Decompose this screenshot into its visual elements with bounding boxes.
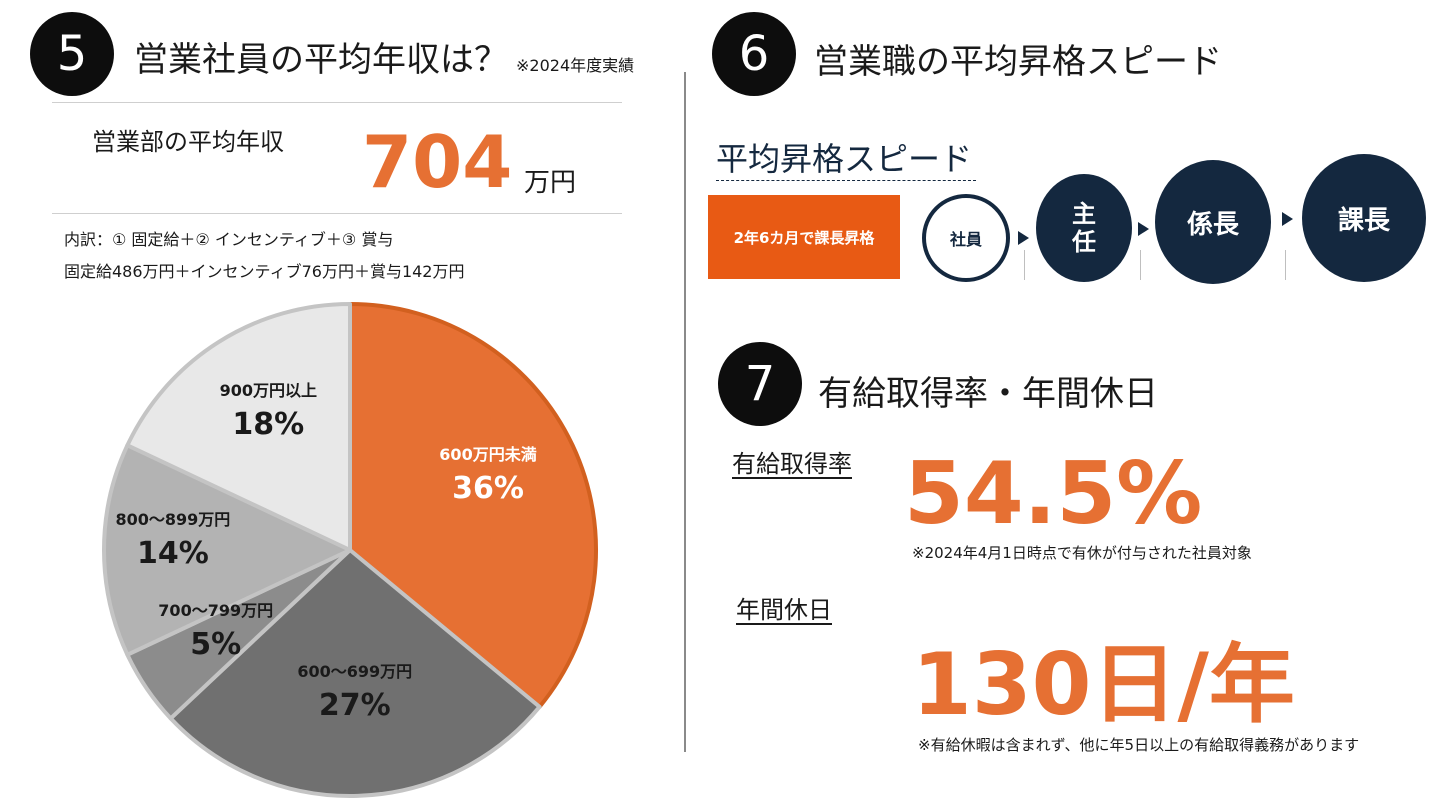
pie-slice-2 [168, 548, 542, 798]
arrow-1-icon [1018, 231, 1029, 245]
avg-salary-label: 営業部の平均年収 [92, 128, 284, 156]
pie-value-label: 18% [232, 407, 305, 443]
divider-bottom [52, 213, 622, 214]
section-7-number-badge: 7 [718, 342, 802, 426]
pie-label-2: 600～699万円 27% [297, 658, 412, 723]
pie-value-label: 27% [318, 688, 391, 724]
promotion-subtitle: 平均昇格スピード [716, 140, 973, 178]
breakdown-line-1: 内訳：① 固定給＋② インセンティブ＋③ 賞与 [64, 230, 394, 249]
section-5-number-badge: 5 [30, 12, 114, 96]
pie-label-1: 600万円未満 36% [439, 441, 536, 506]
promotion-speed-text: 2年6カ月で課長昇格 [733, 228, 875, 247]
salary-distribution-pie-chart [102, 302, 598, 798]
avg-salary-unit: 万円 [524, 168, 577, 198]
breakdown-line-2: 固定給486万円＋インセンティブ76万円＋賞与142万円 [64, 262, 465, 281]
vertical-divider [684, 72, 686, 752]
step-manager-circle: 課長 [1302, 154, 1426, 282]
pie-slice-4 [102, 443, 352, 657]
section-7-title: 有給取得率・年間休日 [818, 374, 1158, 414]
step-tick-3 [1285, 250, 1286, 280]
pie-slice-5 [125, 302, 352, 552]
step-tick-1 [1024, 250, 1025, 280]
pie-category-label: 700～799万円 [158, 601, 274, 621]
promotion-subtitle-underline [716, 180, 976, 181]
pie-slice-1 [348, 302, 598, 709]
annual-holidays-label: 年間休日 [736, 596, 832, 624]
pie-category-label: 800～899万円 [115, 510, 231, 529]
section-5-title-text: 営業社員の平均年収は？ [134, 40, 508, 80]
section-5-title: 営業社員の平均年収は？ ※2024年度実績 [134, 32, 634, 81]
arrow-3-icon [1282, 212, 1293, 226]
step-manager-label: 課長 [1337, 205, 1390, 236]
annual-holidays-note: ※有給休暇は含まれず、他に年5日以上の有給取得義務があります [918, 736, 1360, 754]
arrow-2-icon [1138, 222, 1149, 236]
pie-category-label: 900万円以上 [219, 381, 317, 401]
paid-leave-note: ※2024年4月1日時点で有休が付与された社員対象 [912, 544, 1252, 562]
pie-label-3: 700～799万円 5% [158, 597, 273, 662]
step-chief-circle: 主 任 [1036, 174, 1132, 282]
promotion-speed-box: 2年6カ月で課長昇格 [708, 195, 900, 279]
avg-salary-value: 704 [362, 120, 513, 204]
pie-category-label: 600万円未満 [439, 445, 537, 465]
divider-top [52, 102, 622, 103]
pie-label-4: 800～899万円 14% [115, 506, 230, 571]
section-6-title: 営業職の平均昇格スピード [814, 42, 1222, 82]
pie-label-5: 900万円以上 18% [220, 377, 317, 442]
pie-value-label: 5% [190, 627, 242, 663]
step-section-chief-circle: 係長 [1155, 160, 1271, 284]
section-6-number-badge: 6 [712, 12, 796, 96]
step-section-chief-label: 係長 [1186, 209, 1239, 240]
step-employee-circle: 社員 [922, 194, 1010, 282]
pie-value-label: 14% [136, 536, 209, 571]
paid-leave-label: 有給取得率 [732, 450, 852, 478]
step-tick-2 [1140, 250, 1141, 280]
annual-holidays-value: 130日/年 [912, 635, 1295, 735]
section-5-title-note: ※2024年度実績 [516, 56, 635, 75]
step-chief-label: 主 任 [1072, 200, 1096, 256]
pie-category-label: 600～699万円 [297, 662, 413, 682]
step-employee-label: 社員 [949, 230, 982, 249]
pie-value-label: 36% [452, 471, 524, 507]
paid-leave-value: 54.5% [904, 444, 1203, 544]
